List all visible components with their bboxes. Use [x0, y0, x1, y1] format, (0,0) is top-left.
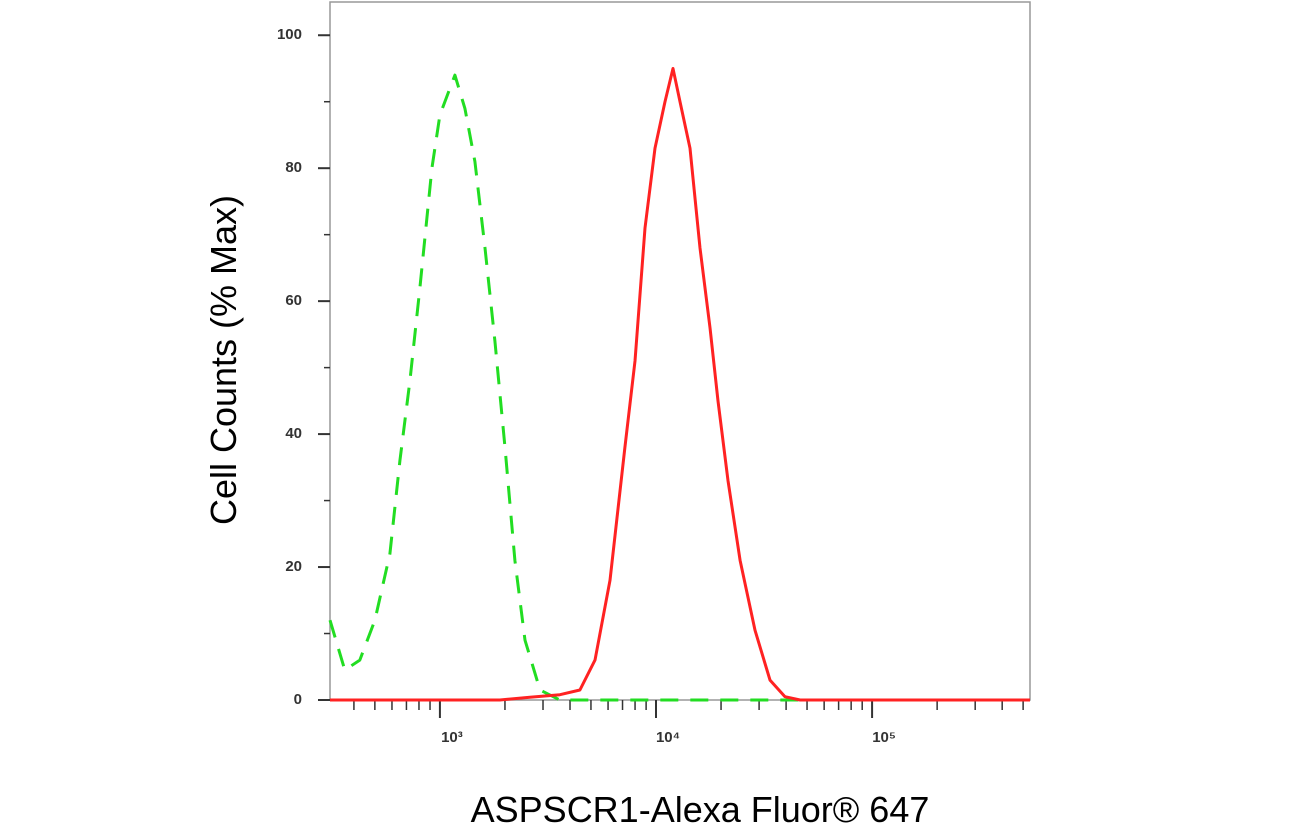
- x-tick-label: 10⁵: [872, 729, 896, 746]
- plot-frame: [329, 1, 1031, 701]
- y-tick-label: 0: [294, 691, 302, 708]
- y-tick-label: 80: [285, 159, 302, 176]
- y-tick-label: 100: [277, 26, 302, 43]
- x-tick-label: 10³: [441, 729, 463, 746]
- y-tick-label: 60: [285, 292, 302, 309]
- series-line: [328, 73, 1030, 702]
- x-axis-label: ASPSCR1-Alexa Fluor® 647: [471, 789, 930, 830]
- x-tick-label: 10⁴: [656, 729, 680, 746]
- y-axis-label: Cell Counts (% Max): [203, 195, 244, 525]
- series-line: [330, 67, 1030, 702]
- y-tick-label: 40: [285, 425, 302, 442]
- y-tick-label: 20: [285, 558, 302, 575]
